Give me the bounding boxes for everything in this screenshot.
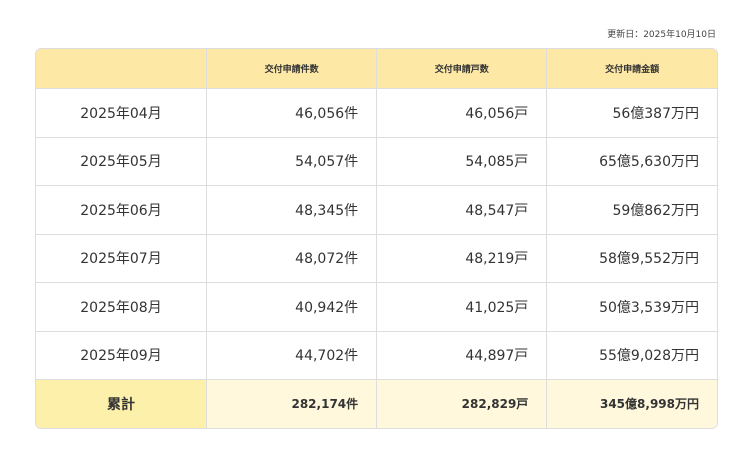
table-row: 2025年07月 48,072件 48,219戸 58億9,552万円 — [36, 233, 717, 283]
total-cell: 累計 — [36, 379, 207, 428]
cell: 48,219戸 — [376, 233, 548, 283]
cell: 54,057件 — [205, 136, 378, 186]
cell: 59億862万円 — [546, 185, 717, 235]
table-row: 2025年09月 44,702件 44,897戸 55億9,028万円 — [36, 330, 717, 380]
cell: 2025年05月 — [36, 136, 207, 186]
cell: 41,025戸 — [376, 282, 548, 332]
cell: 48,547戸 — [376, 185, 548, 235]
total-row: 累計 282,174件 282,829戸 345億8,998万円 — [36, 379, 717, 428]
cell: 50億3,539万円 — [546, 282, 717, 332]
cell: 65億5,630万円 — [546, 136, 717, 186]
table-row: 2025年06月 48,345件 48,547戸 59億862万円 — [36, 185, 717, 235]
cell: 2025年09月 — [36, 330, 207, 380]
cell: 55億9,028万円 — [546, 330, 717, 380]
cell: 48,345件 — [205, 185, 378, 235]
cell: 2025年06月 — [36, 185, 207, 235]
cell: 2025年04月 — [36, 88, 207, 138]
cell: 44,897戸 — [376, 330, 548, 380]
header-cell: 交付申請金額 — [546, 49, 717, 89]
table-body: 2025年04月 46,056件 46,056戸 56億387万円 2025年05月 54… — [36, 88, 717, 428]
table-container: 交付申請件数 交付申請戸数 交付申請金額 2025年04月 46,056件 46,056… — [35, 48, 718, 429]
cell: 54,085戸 — [376, 136, 548, 186]
cell: 58億9,552万円 — [546, 233, 717, 283]
header-cell: 交付申請件数 — [205, 49, 378, 89]
cell: 56億387万円 — [546, 88, 717, 138]
cell: 44,702件 — [205, 330, 378, 380]
cell: 2025年07月 — [36, 233, 207, 283]
total-cell: 282,829戸 — [376, 379, 548, 428]
header-cell: 交付申請戸数 — [376, 49, 548, 89]
cell: 40,942件 — [205, 282, 378, 332]
header-cell — [36, 49, 207, 89]
table-row: 2025年04月 46,056件 46,056戸 56億387万円 — [36, 88, 717, 138]
table-row: 2025年05月 54,057件 54,085戸 65億5,630万円 — [36, 136, 717, 186]
total-cell: 282,174件 — [205, 379, 378, 428]
table-row: 2025年08月 40,942件 41,025戸 50億3,539万円 — [36, 282, 717, 332]
total-cell: 345億8,998万円 — [546, 379, 717, 428]
cell: 48,072件 — [205, 233, 378, 283]
header-row: 交付申請件数 交付申請戸数 交付申請金額 — [36, 49, 717, 89]
update-date: 更新日：2025年10月10日 — [607, 30, 716, 40]
data-table: 交付申請件数 交付申請戸数 交付申請金額 2025年04月 46,056件 46,056… — [36, 49, 717, 428]
cell: 2025年08月 — [36, 282, 207, 332]
cell: 46,056戸 — [376, 88, 548, 138]
cell: 46,056件 — [205, 88, 378, 138]
